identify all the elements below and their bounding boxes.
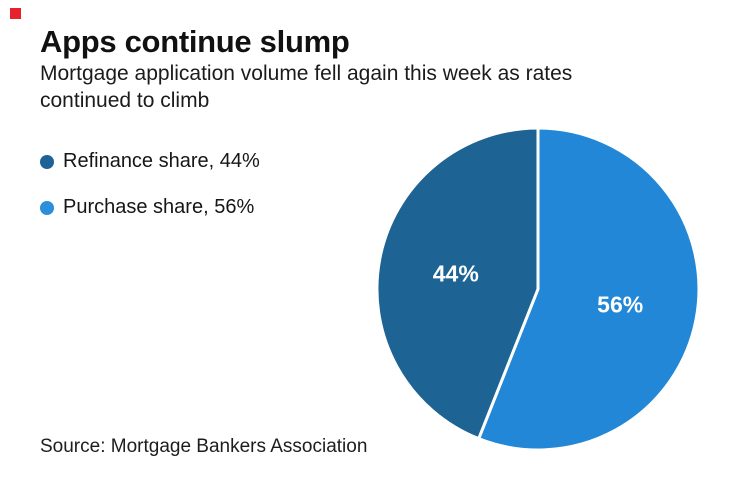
legend-item-refinance[interactable]: Refinance share, 44%	[40, 148, 260, 175]
source-note: Source: Mortgage Bankers Association	[40, 436, 368, 457]
pie-label-refinance: 44%	[433, 260, 479, 286]
chart-subtitle: Mortgage application volume fell again t…	[40, 60, 572, 114]
subtitle-line-1: Mortgage application volume fell again t…	[40, 62, 573, 85]
legend: Refinance share, 44% Purchase share, 56%	[40, 148, 260, 240]
legend-dot-refinance-icon	[40, 154, 54, 169]
legend-dot-purchase-icon	[40, 200, 54, 215]
subtitle-line-2: continued to climb	[40, 89, 210, 112]
pie-slice-purchase[interactable]	[477, 126, 701, 452]
pie-slice-refinance[interactable]	[375, 126, 540, 441]
legend-label-purchase: Purchase share, 56%	[63, 196, 255, 218]
pie-label-purchase: 56%	[597, 292, 643, 318]
brand-mark-icon	[10, 8, 21, 19]
chart-title: Apps continue slump	[40, 24, 350, 59]
legend-label-refinance: Refinance share, 44%	[63, 150, 260, 172]
legend-item-purchase[interactable]: Purchase share, 56%	[40, 194, 260, 221]
